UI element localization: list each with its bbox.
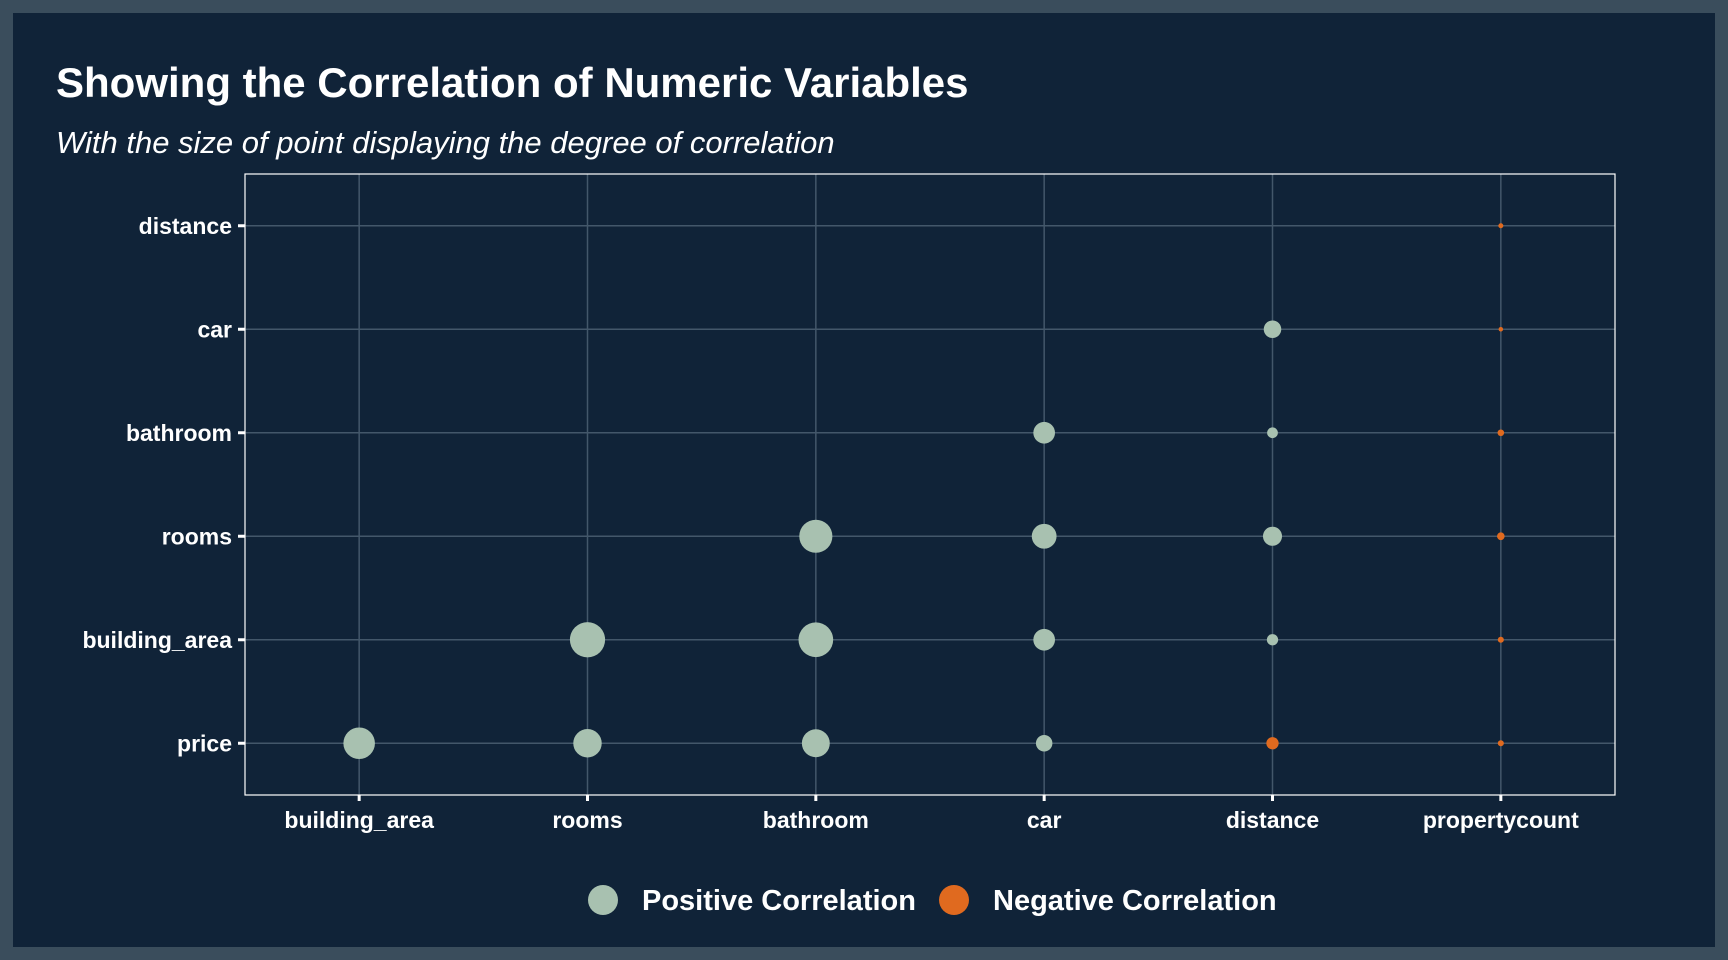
correlation-point [1266, 634, 1279, 646]
correlation-point [1031, 523, 1057, 549]
y-tick-label: price [177, 730, 232, 756]
chart-subtitle: With the size of point displaying the de… [56, 125, 835, 160]
correlation-point [798, 622, 834, 658]
legend-label-negative: Negative Correlation [993, 885, 1277, 917]
correlation-point [1266, 737, 1279, 750]
correlation-point [1033, 421, 1056, 444]
y-tick-label: bathroom [126, 420, 232, 446]
correlation-point [1497, 429, 1505, 437]
legend-label-positive: Positive Correlation [642, 885, 916, 917]
plot-panel-border [244, 173, 1616, 796]
correlation-point [1262, 526, 1283, 546]
y-tick-label: rooms [162, 523, 232, 549]
correlation-point [1263, 320, 1282, 339]
correlation-point [1497, 740, 1504, 747]
chart-frame: Showing the Correlation of Numeric Varia… [13, 13, 1715, 947]
x-tick-label: distance [1226, 807, 1319, 833]
correlation-point [1497, 636, 1504, 643]
correlation-point [573, 729, 602, 758]
y-tick-label: building_area [82, 627, 232, 653]
correlation-point [569, 622, 606, 658]
correlation-point [799, 519, 833, 553]
correlation-point [1498, 223, 1504, 229]
x-tick-label: car [1027, 807, 1062, 833]
correlation-point [1033, 628, 1056, 651]
correlation-point [801, 729, 830, 758]
correlation-point [343, 727, 375, 760]
correlation-plot: building_area rooms bathroom car distance pro… [82, 173, 1616, 917]
chart-title: Showing the Correlation of Numeric Varia… [56, 59, 969, 106]
correlation-point [1267, 427, 1278, 439]
x-tick-label: rooms [552, 807, 622, 833]
y-tick-label: car [197, 316, 232, 342]
x-tick-label: building_area [284, 807, 434, 833]
correlation-point [1497, 532, 1505, 541]
x-tick-label: propertycount [1423, 807, 1579, 833]
legend-key-positive [588, 885, 618, 915]
legend-key-negative [939, 885, 969, 915]
correlation-point [1498, 326, 1504, 332]
correlation-point [1035, 735, 1053, 752]
y-tick-label: distance [139, 213, 232, 239]
x-tick-label: bathroom [763, 807, 869, 833]
